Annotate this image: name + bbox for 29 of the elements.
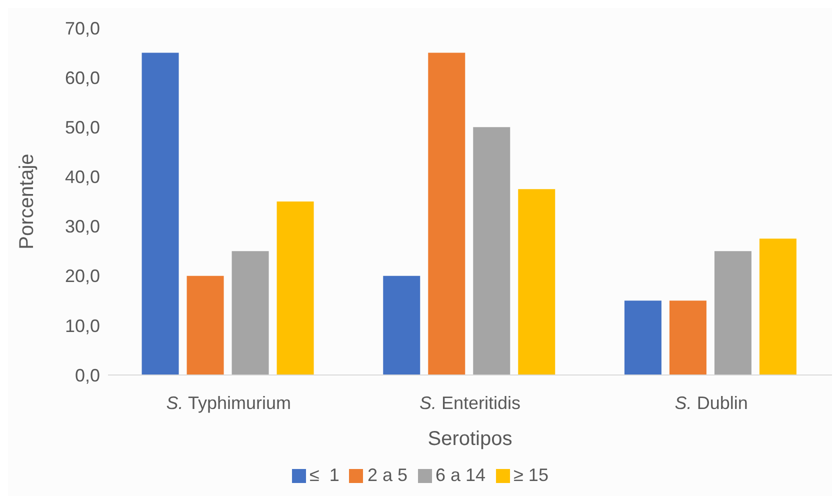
y-tick-label: 30,0 — [64, 216, 100, 237]
bar — [232, 251, 269, 375]
bar — [518, 189, 556, 375]
bar — [669, 300, 706, 375]
y-tick-label: 0,0 — [74, 365, 100, 386]
x-tick-label: S. Enteritidis — [419, 393, 521, 413]
bar — [428, 52, 466, 375]
y-tick-label: 20,0 — [64, 266, 100, 286]
bar — [383, 276, 420, 375]
bar — [473, 127, 510, 375]
bar — [276, 202, 314, 375]
bar — [186, 276, 224, 375]
y-tick-label: 50,0 — [64, 118, 100, 138]
legend-label: ≤ 1 — [310, 465, 340, 485]
bar — [624, 300, 662, 375]
y-tick-label: 70,0 — [64, 18, 100, 38]
y-tick-label: 40,0 — [64, 167, 100, 188]
legend-label: 6 a 14 — [436, 465, 486, 485]
y-axis-title: Porcentaje — [16, 154, 38, 250]
bar — [759, 238, 796, 375]
legend-label: 2 a 5 — [367, 465, 408, 485]
legend-label: ≥ 15 — [514, 465, 548, 485]
bar — [714, 251, 752, 375]
y-tick-label: 10,0 — [64, 316, 100, 336]
x-tick-label: S. Typhimurium — [166, 393, 292, 413]
x-tick-label: S. Dublin — [674, 393, 748, 413]
y-tick-label: 60,0 — [64, 68, 100, 88]
x-axis-title: Serotipos — [428, 428, 512, 450]
bar — [142, 52, 179, 375]
